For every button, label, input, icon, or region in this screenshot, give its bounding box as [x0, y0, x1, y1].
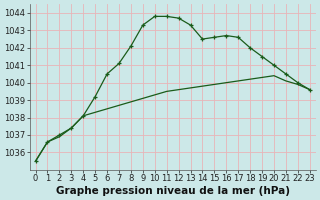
X-axis label: Graphe pression niveau de la mer (hPa): Graphe pression niveau de la mer (hPa) — [56, 186, 290, 196]
